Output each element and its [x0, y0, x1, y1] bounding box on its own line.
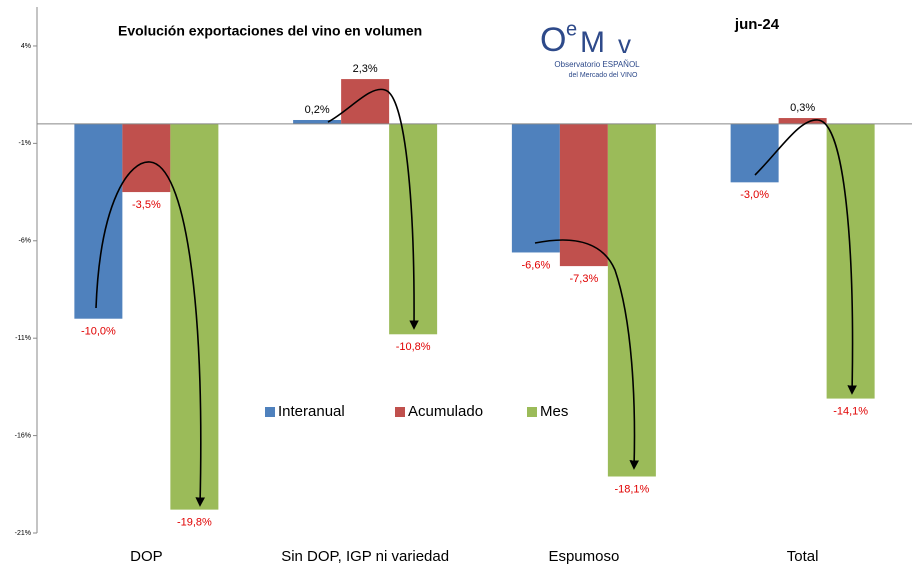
y-tick-label: -11% — [15, 335, 31, 342]
data-label: -18,1% — [614, 483, 649, 495]
data-label: -14,1% — [833, 405, 868, 417]
bar — [293, 119, 342, 124]
x-tick-label: Espumoso — [548, 548, 619, 565]
arrow — [95, 161, 205, 507]
bar — [170, 123, 219, 510]
bar — [122, 123, 171, 193]
bar — [341, 79, 390, 124]
y-tick-label: -1% — [19, 140, 31, 147]
y-tick-label: -16% — [15, 432, 31, 439]
bar — [559, 123, 608, 267]
data-label: -7,3% — [570, 273, 599, 285]
x-tick-label: Total — [787, 548, 819, 565]
data-label: -6,6% — [522, 259, 551, 271]
data-label: -3,0% — [740, 189, 769, 201]
y-tick-label: 4% — [21, 43, 31, 50]
legend-label: Mes — [540, 403, 568, 420]
legend-swatch — [265, 407, 275, 417]
plot: 4% -1% -6% -11% -16% -21% DOP -10,0% -3,5% -19,8%… — [15, 7, 912, 565]
data-label: -3,5% — [132, 199, 161, 211]
arrow — [327, 88, 419, 330]
legend-label: Interanual — [278, 403, 345, 420]
logo-letter: v — [618, 29, 631, 59]
data-label: -10,0% — [81, 326, 116, 338]
data-label: -10,8% — [396, 341, 431, 353]
bar — [730, 123, 779, 183]
logo-letter: e — [566, 18, 577, 40]
legend-label: Acumulado — [408, 403, 483, 420]
logo-letter: O — [540, 21, 566, 59]
legend-swatch — [395, 407, 405, 417]
arrows — [95, 88, 857, 507]
logo-subtitle: del Mercado del VINO — [569, 72, 638, 79]
chart-title: Evolución exportaciones del vino en volu… — [118, 23, 422, 39]
arrow — [754, 119, 857, 395]
x-tick-label: DOP — [130, 548, 163, 565]
period-label: jun-24 — [734, 16, 780, 33]
data-label: 0,3% — [790, 102, 815, 114]
bar — [607, 123, 656, 477]
logo-letter: M — [580, 26, 605, 59]
data-label: 0,2% — [305, 104, 330, 116]
x-tick-label: Sin DOP, IGP ni variedad — [281, 548, 449, 565]
bar — [778, 118, 827, 124]
legend-swatch — [527, 407, 537, 417]
logo-subtitle: Observatorio ESPAÑOL — [554, 60, 640, 69]
bar — [511, 123, 560, 253]
data-label: -19,8% — [177, 517, 212, 529]
bar — [74, 123, 123, 319]
y-tick-label: -21% — [15, 530, 31, 537]
arrow — [534, 239, 640, 470]
logo: O e M v Observatorio ESPAÑOL del Mercado… — [540, 18, 640, 79]
data-label: 2,3% — [353, 63, 378, 75]
y-tick-label: -6% — [19, 238, 31, 245]
